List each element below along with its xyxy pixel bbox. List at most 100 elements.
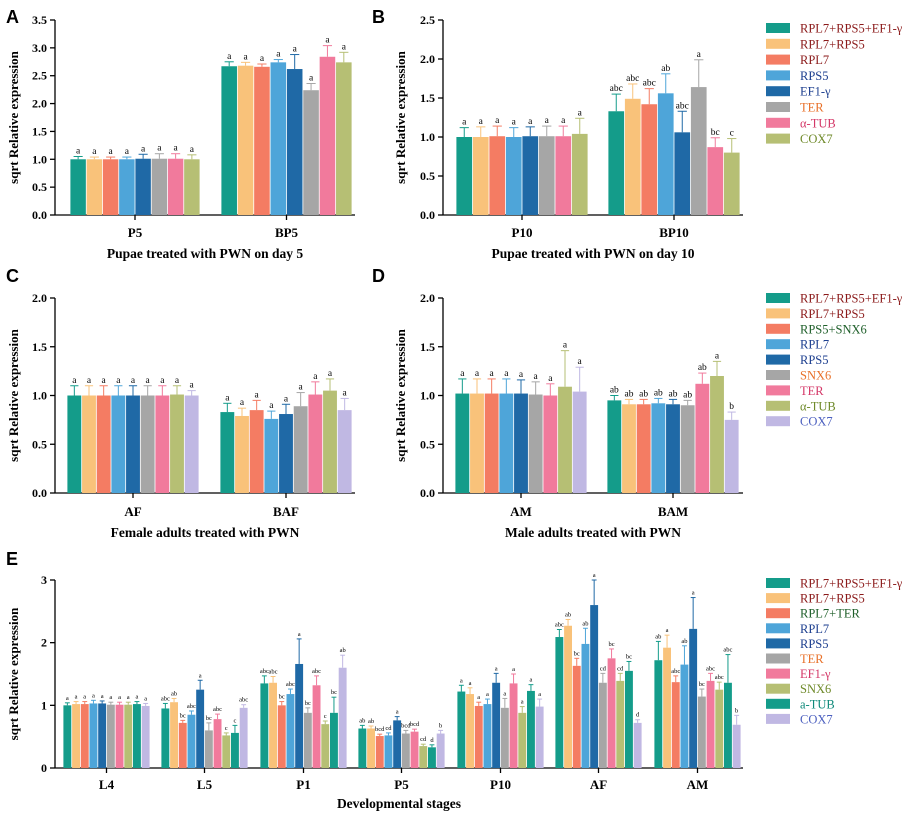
y-tick-label: 0.0 — [420, 208, 435, 222]
significance-label: bcd — [410, 721, 420, 728]
significance-label: a — [325, 36, 330, 46]
significance-label: a — [144, 695, 147, 702]
bar — [286, 694, 295, 768]
significance-label: a — [545, 116, 550, 126]
significance-label: abc — [610, 84, 623, 94]
panel-c: C 0.0 0.5 1.0 1.5 2.0 sqrt Relative expression… — [6, 266, 355, 540]
bar — [633, 722, 642, 768]
significance-label: a — [227, 52, 232, 62]
legend-swatch — [766, 713, 790, 724]
bar — [119, 159, 135, 215]
y-tick-label: 3.5 — [32, 13, 47, 27]
y-tick-label: 1 — [41, 698, 47, 712]
significance-label: a — [243, 52, 248, 62]
legend-label: RPS5 — [800, 69, 829, 83]
bar — [330, 712, 338, 768]
bar — [220, 412, 235, 493]
significance-label: a — [530, 677, 533, 684]
y-tick-label: 0.5 — [32, 180, 47, 194]
bar — [295, 663, 304, 768]
legend-label: TER — [800, 652, 824, 666]
bar — [358, 728, 367, 768]
bar — [732, 724, 741, 768]
significance-label: c — [730, 129, 734, 139]
bar — [235, 415, 249, 493]
bar — [115, 704, 124, 768]
legend-swatch — [766, 578, 790, 588]
significance-label: abc — [643, 79, 656, 89]
bar — [279, 414, 293, 493]
legend-label: EF1-γ — [800, 667, 831, 681]
legend-label: a-TUB — [800, 697, 835, 711]
bar — [697, 696, 706, 768]
legend-swatch — [766, 323, 790, 334]
category-label: AM — [510, 504, 532, 519]
category-label: P5 — [394, 777, 409, 792]
bar — [641, 104, 658, 215]
y-axis-label: sqrt Relative expression — [6, 328, 21, 461]
significance-label: a — [593, 572, 596, 579]
bar — [674, 132, 691, 215]
bar — [249, 410, 264, 493]
significance-label: a — [512, 666, 515, 673]
significance-label: a — [460, 369, 465, 379]
significance-label: a — [504, 369, 509, 379]
legend-label: RPL7 — [800, 53, 829, 67]
significance-label: d — [430, 737, 434, 744]
significance-label: abc — [260, 668, 269, 675]
bar — [484, 393, 499, 493]
bar — [102, 159, 119, 215]
category-label: BP5 — [275, 225, 299, 240]
bar — [509, 683, 518, 768]
bar — [167, 158, 184, 215]
bar — [572, 391, 587, 493]
significance-label: c — [324, 713, 327, 720]
significance-label: a — [72, 376, 77, 386]
legend-label: α-TUB — [800, 116, 836, 130]
bar — [724, 682, 732, 768]
bar — [80, 704, 89, 768]
bar — [323, 390, 337, 493]
legend-label: TER — [800, 101, 824, 115]
bar — [514, 393, 528, 493]
bar — [457, 691, 466, 768]
legend-swatch — [766, 54, 790, 65]
significance-label: abc — [312, 668, 321, 675]
bar — [572, 665, 581, 768]
significance-label: bc — [574, 650, 580, 657]
significance-label: b — [735, 707, 738, 714]
bar — [492, 682, 501, 768]
bar — [124, 704, 133, 768]
y-tick-label: 2.5 — [420, 13, 435, 27]
legend-swatch — [766, 668, 790, 679]
significance-label: a — [160, 376, 165, 386]
legend-swatch — [766, 638, 790, 649]
bar — [527, 690, 535, 768]
significance-label: a — [174, 144, 179, 154]
bar — [466, 694, 474, 768]
legend-swatch — [766, 653, 790, 664]
bar — [518, 712, 527, 768]
bar — [505, 137, 522, 215]
category-label: L5 — [197, 777, 213, 792]
bar — [555, 637, 564, 768]
bar — [680, 664, 689, 768]
significance-label: a — [396, 709, 399, 716]
category-label: P10 — [512, 225, 533, 240]
significance-label: c — [225, 725, 228, 732]
significance-label: a — [578, 108, 583, 118]
bar — [337, 410, 352, 493]
bar — [474, 705, 483, 768]
legend-swatch — [766, 683, 790, 694]
significance-label: a — [199, 672, 202, 679]
bar — [72, 704, 80, 768]
significance-label: a — [521, 699, 524, 706]
legend-label: TER — [800, 384, 824, 398]
legend-label: RPL7+RPS5 — [800, 37, 865, 51]
y-tick-label: 1.0 — [32, 389, 47, 403]
bar — [616, 680, 625, 768]
significance-label: a — [715, 351, 720, 361]
significance-label: bc — [180, 712, 186, 719]
bar — [239, 707, 248, 768]
significance-label: ab — [654, 388, 663, 398]
